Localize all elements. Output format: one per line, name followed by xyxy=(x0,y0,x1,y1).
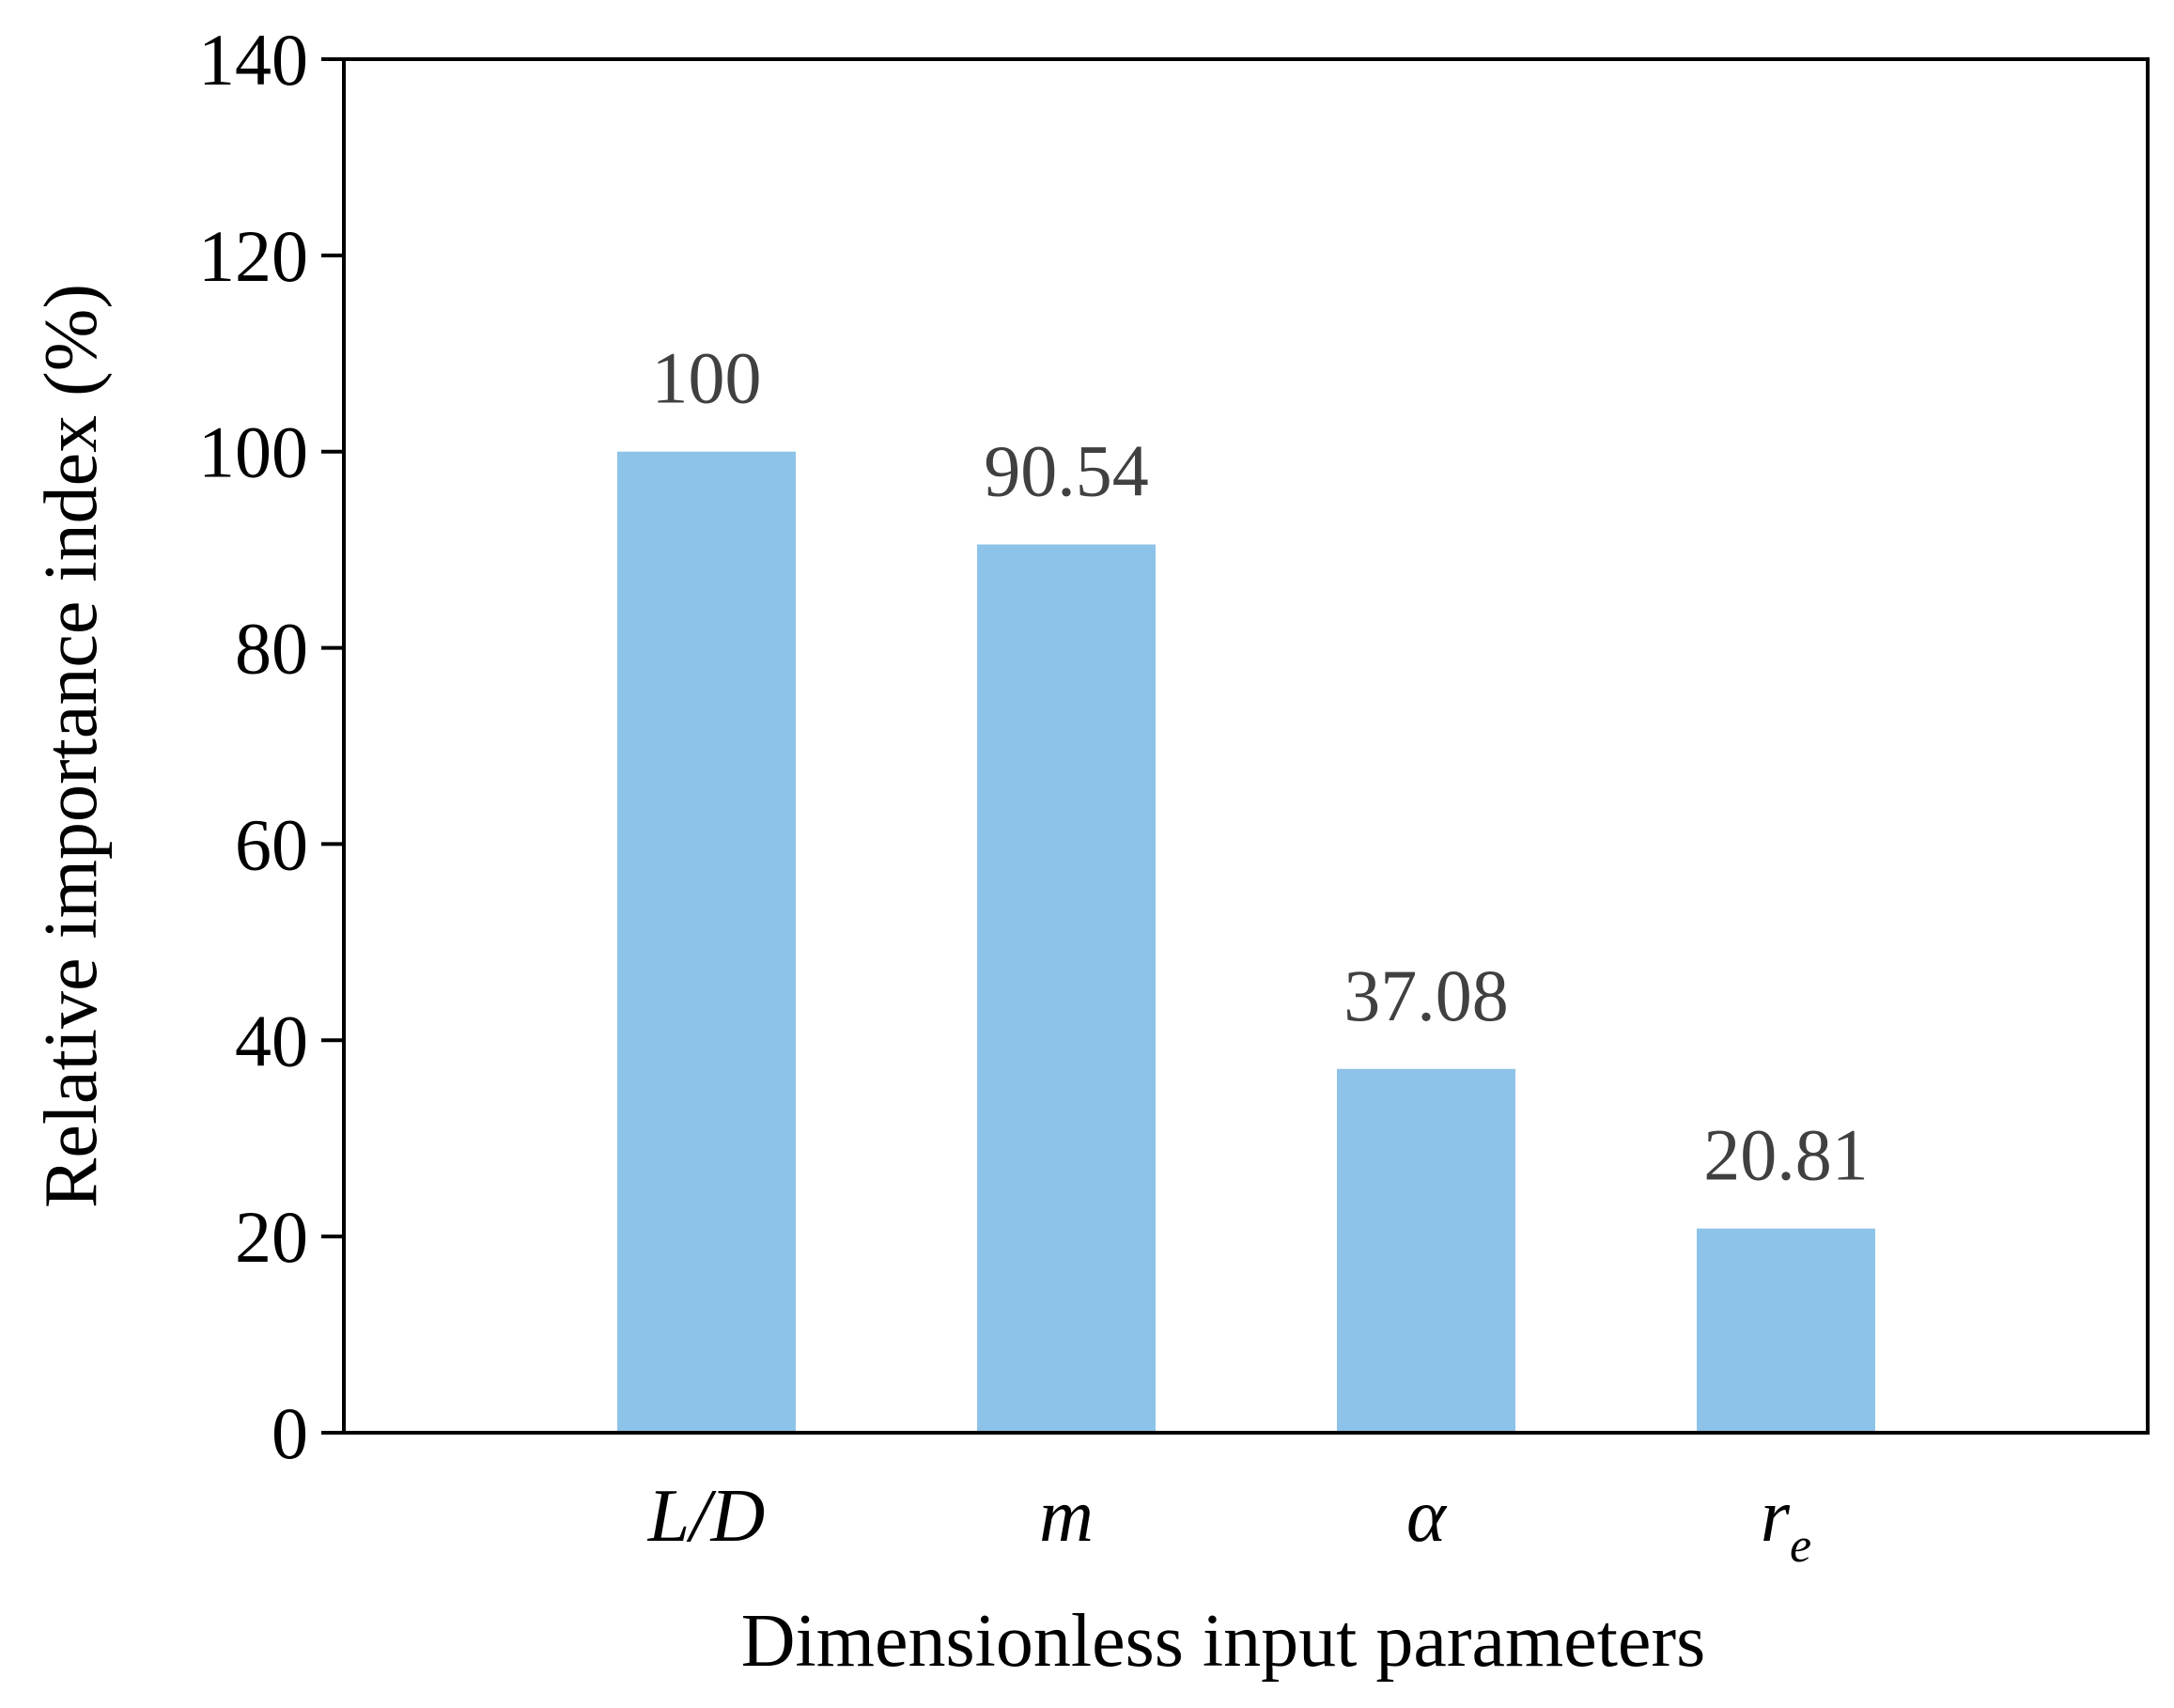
data-label: 37.08 xyxy=(1343,955,1509,1036)
x-axis-category-labels: L/D m α re xyxy=(647,1475,1811,1573)
y-tick-label: 20 xyxy=(235,1196,308,1278)
x-category-label: m xyxy=(1039,1475,1094,1558)
y-tick-label: 100 xyxy=(198,411,308,493)
y-tick-label: 80 xyxy=(235,608,308,690)
y-tick-label: 140 xyxy=(198,19,308,101)
plot-frame xyxy=(342,57,2150,1435)
x-axis-title: Dimensionless input parameters xyxy=(741,1600,1705,1683)
bar xyxy=(617,451,796,1433)
y-tick-label: 40 xyxy=(235,1000,308,1081)
bar xyxy=(1697,1228,1875,1433)
data-label: 90.54 xyxy=(984,430,1149,512)
bar xyxy=(1337,1068,1515,1433)
x-category-label: re xyxy=(1761,1475,1811,1573)
data-labels: 100 90.54 37.08 20.81 xyxy=(652,337,1869,1196)
y-axis-ticks: 0 20 40 60 80 100 120 140 xyxy=(198,19,344,1474)
y-tick-label: 0 xyxy=(272,1392,308,1474)
y-tick-label: 60 xyxy=(235,803,308,885)
data-label: 100 xyxy=(652,337,762,419)
x-category-label: α xyxy=(1406,1475,1448,1558)
x-category-label: L/D xyxy=(647,1475,766,1558)
data-label: 20.81 xyxy=(1703,1114,1869,1196)
y-axis-title: Relative importance index (%) xyxy=(30,284,113,1208)
bar xyxy=(977,544,1156,1433)
y-tick-label: 120 xyxy=(198,215,308,297)
bars xyxy=(617,451,1875,1433)
